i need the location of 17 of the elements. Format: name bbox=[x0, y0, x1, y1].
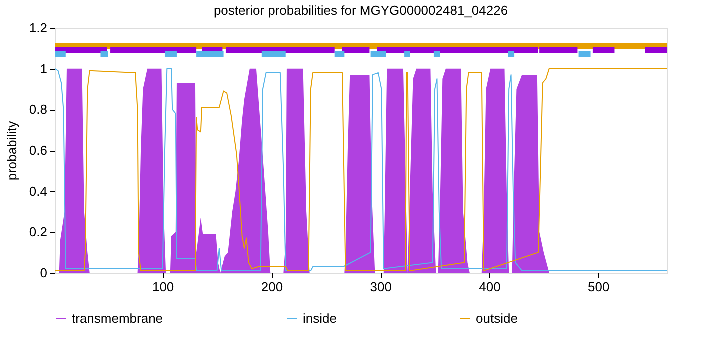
y-axis-title: probability bbox=[4, 120, 20, 181]
x-tick-label: 200 bbox=[261, 280, 284, 294]
y-tick-label: 0 bbox=[40, 266, 48, 280]
x-tick-label: 100 bbox=[152, 280, 174, 294]
y-tick-label: 0.8 bbox=[29, 102, 48, 118]
y-tick-label: 1 bbox=[40, 61, 48, 76]
legend-label: inside bbox=[303, 310, 337, 326]
chart-title: posterior probabilities for MGYG000002481_04226 bbox=[214, 3, 508, 18]
x-tick-label: 300 bbox=[370, 280, 392, 294]
y-tick-label: 0.6 bbox=[29, 143, 48, 158]
y-tick-label: 1.2 bbox=[29, 20, 48, 36]
x-tick-label: 400 bbox=[479, 280, 501, 294]
y-tick-label: 0.4 bbox=[29, 184, 48, 199]
y-tick-label: 0.2 bbox=[29, 224, 48, 240]
legend-label: transmembrane bbox=[72, 310, 164, 326]
x-tick-label: 500 bbox=[588, 280, 610, 294]
legend-label: outside bbox=[476, 310, 518, 326]
